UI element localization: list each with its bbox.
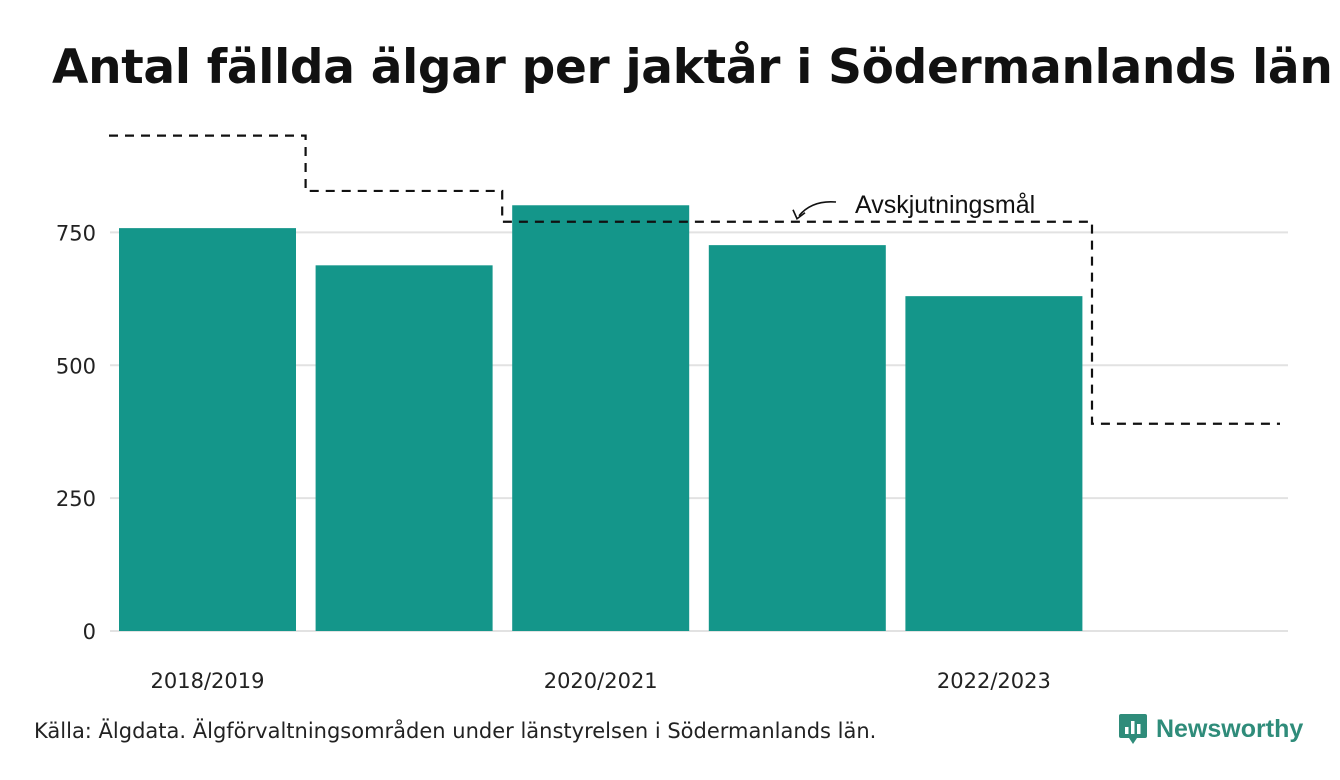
target-annotation: Avskjutningsmål (792, 191, 1035, 220)
x-axis-ticks: 2018/2019 2020/2021 2022/2023 (151, 669, 1051, 693)
y-tick-label: 250 (56, 487, 96, 511)
y-tick-label: 500 (56, 354, 96, 378)
target-line (109, 134, 1280, 425)
brand-name: Newsworthy (1156, 714, 1304, 743)
bar-2021/2022 (708, 245, 886, 632)
bar-2022/2023 (905, 296, 1083, 631)
bar-2018/2019 (119, 228, 296, 632)
x-tick-label: 2022/2023 (937, 669, 1051, 693)
target-label: Avskjutningsmål (855, 191, 1035, 219)
y-tick-label: 750 (56, 221, 96, 245)
y-tick-label: 0 (83, 620, 96, 644)
bar-chart: 0 250 500 750 2018/2019 2020/2021 2022/2023 A… (56, 134, 1288, 693)
target-arrow (798, 200, 837, 217)
target-arrow-head (792, 209, 806, 220)
x-tick-label: 2020/2021 (544, 669, 658, 693)
gridlines (110, 231, 1288, 632)
target-step-line (109, 134, 1280, 425)
bar-2019/2020 (315, 265, 493, 631)
x-tick-label: 2018/2019 (151, 669, 265, 693)
y-axis-ticks: 0 250 500 750 (56, 221, 96, 644)
brand-logo: Newsworthy (1118, 712, 1303, 746)
bar-2020/2021 (512, 205, 690, 631)
bars (119, 205, 1083, 632)
source-note: Källa: Älgdata. Älgförvaltningsområden u… (34, 719, 877, 743)
chart-title: Antal fällda älgar per jaktår i Söderman… (52, 40, 1333, 95)
newsworthy-logo-icon (1119, 714, 1147, 744)
